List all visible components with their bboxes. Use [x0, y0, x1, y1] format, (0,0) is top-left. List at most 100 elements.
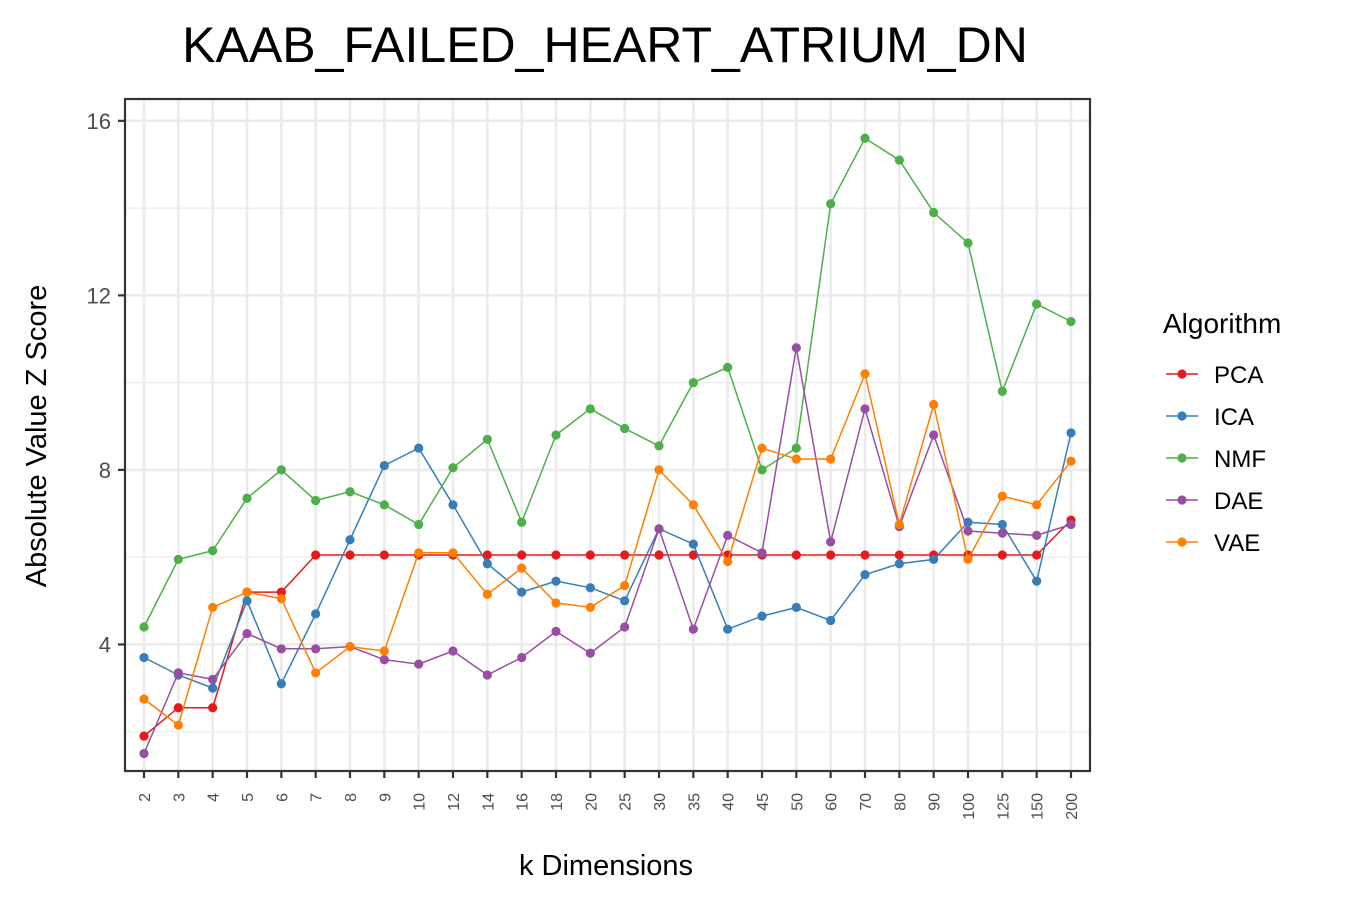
data-point-nmf: [517, 517, 527, 527]
data-point-vae: [826, 454, 836, 464]
data-point-nmf: [929, 207, 939, 218]
data-point-nmf: [791, 443, 801, 453]
data-point-dae: [929, 430, 939, 440]
series-nmf: [139, 133, 1076, 632]
data-point-nmf: [654, 441, 664, 451]
data-point-vae: [585, 602, 595, 612]
legend-label: ICA: [1214, 404, 1254, 431]
x-tick-label: 80: [892, 793, 909, 811]
legend-item-pca: PCA: [1166, 362, 1263, 389]
data-point-vae: [173, 720, 183, 730]
data-point-vae: [791, 454, 801, 464]
plot-frame: [123, 97, 1092, 773]
y-tick-label: 12: [87, 283, 111, 308]
data-point-pca: [688, 550, 698, 560]
data-point-nmf: [894, 155, 904, 165]
data-point-dae: [1066, 519, 1076, 530]
data-point-nmf: [276, 465, 286, 475]
x-tick-label: 7: [309, 793, 326, 802]
data-point-dae: [448, 646, 458, 656]
data-point-dae: [585, 648, 595, 658]
data-point-pca: [139, 731, 149, 741]
data-point-nmf: [585, 404, 595, 414]
data-point-ica: [276, 679, 286, 689]
data-point-ica: [1032, 576, 1042, 586]
data-point-ica: [997, 519, 1007, 530]
data-point-dae: [311, 644, 321, 654]
data-point-nmf: [345, 487, 355, 497]
x-tick-label: 150: [1030, 793, 1047, 820]
data-point-vae: [551, 598, 561, 608]
data-point-dae: [173, 668, 183, 678]
data-point-ica: [448, 500, 458, 510]
legend-dot: [1177, 411, 1187, 421]
data-point-dae: [688, 624, 698, 634]
data-point-ica: [826, 615, 836, 626]
x-tick-label: 2: [137, 793, 154, 802]
x-tick-label: 6: [274, 793, 291, 802]
x-tick-label: 45: [755, 793, 772, 811]
legend-item-nmf: NMF: [1166, 446, 1266, 473]
x-tick-label: 5: [240, 793, 257, 802]
series-line-dae: [143, 347, 1072, 754]
data-point-pca: [791, 550, 801, 560]
x-tick-label: 4: [206, 793, 223, 802]
data-point-nmf: [997, 386, 1007, 396]
series-line-nmf: [143, 137, 1072, 628]
data-point-dae: [791, 343, 801, 353]
data-point-pca: [620, 550, 630, 560]
data-point-vae: [620, 580, 630, 591]
series-layer: [139, 133, 1076, 759]
data-point-pca: [173, 703, 183, 713]
x-tick-label: 8: [343, 793, 360, 802]
data-point-dae: [1032, 530, 1042, 540]
data-point-pca: [276, 587, 286, 597]
series-vae: [139, 369, 1076, 730]
x-tick-label: 100: [961, 793, 978, 820]
y-tick-label: 16: [87, 109, 111, 134]
data-point-vae: [379, 646, 389, 656]
data-point-pca: [826, 550, 836, 560]
data-point-vae: [860, 369, 870, 379]
legend-label: DAE: [1214, 488, 1263, 515]
data-point-vae: [208, 602, 218, 612]
data-point-pca: [379, 550, 389, 560]
data-point-nmf: [688, 378, 698, 388]
data-point-pca: [482, 550, 492, 560]
data-point-ica: [379, 460, 389, 471]
data-point-nmf: [414, 519, 424, 530]
data-point-pca: [860, 550, 870, 560]
data-point-dae: [139, 748, 149, 759]
data-point-nmf: [723, 362, 733, 372]
data-point-vae: [1066, 456, 1076, 466]
x-tick-label: 30: [652, 793, 669, 811]
legend-label: VAE: [1214, 530, 1260, 557]
data-point-ica: [860, 570, 870, 580]
data-point-ica: [688, 539, 698, 549]
data-point-ica: [791, 602, 801, 612]
x-tick-label: 125: [995, 793, 1012, 820]
y-axis: 4 8 12 16: [87, 109, 125, 657]
grid-major: [125, 99, 1090, 771]
x-tick-label: 60: [824, 793, 841, 811]
data-point-vae: [448, 548, 458, 558]
data-point-pca: [654, 550, 664, 560]
data-point-nmf: [482, 434, 492, 444]
data-point-vae: [276, 594, 286, 604]
x-axis: 2 3 4 5 6 7 8 9 10 12 14 16 18 20 25 30 35 40 45 50 60 70 80 90…: [137, 771, 1081, 820]
x-tick-label: 90: [927, 793, 944, 811]
x-tick-label: 14: [480, 793, 497, 811]
data-point-dae: [723, 530, 733, 540]
data-point-pca: [894, 550, 904, 560]
data-point-dae: [276, 644, 286, 654]
data-point-vae: [311, 668, 321, 678]
data-point-vae: [345, 642, 355, 652]
data-point-nmf: [620, 423, 630, 434]
data-point-vae: [654, 465, 664, 475]
data-point-ica: [1066, 428, 1076, 438]
data-point-dae: [551, 626, 561, 636]
x-tick-label: 35: [686, 793, 703, 811]
data-point-ica: [311, 609, 321, 619]
data-point-pca: [585, 550, 595, 560]
